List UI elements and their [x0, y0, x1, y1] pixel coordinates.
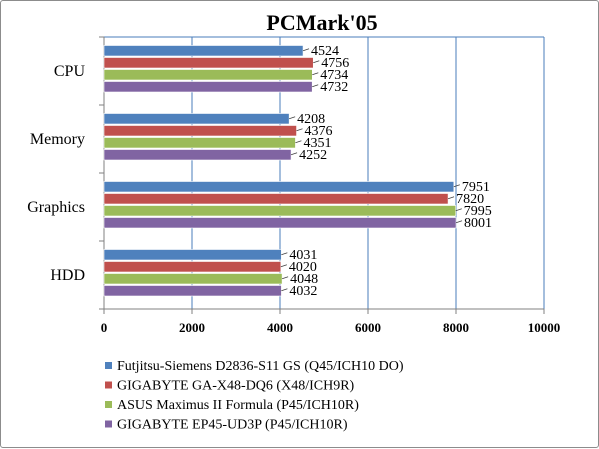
- legend-swatch: [105, 401, 112, 408]
- category-label: HDD: [50, 267, 85, 284]
- data-label: 4732: [320, 80, 348, 95]
- chart-title: PCMark'05: [266, 10, 377, 35]
- bar: [103, 205, 457, 217]
- legend: Futjitsu-Siemens D2836-S11 GS (Q45/ICH10…: [105, 359, 404, 433]
- x-tick-label: 6000: [355, 320, 381, 335]
- data-label: 4048: [290, 272, 318, 287]
- data-label: 4351: [303, 136, 331, 151]
- x-tick-label: 8000: [443, 320, 469, 335]
- data-label: 4032: [289, 284, 317, 299]
- data-label-leader: [455, 208, 462, 212]
- bar: [103, 261, 282, 273]
- bar: [103, 137, 296, 149]
- bar: [103, 125, 297, 137]
- data-label-leader: [296, 128, 303, 132]
- legend-label: GIGABYTE EP45-UD3P (P45/ICH10R): [117, 418, 348, 433]
- bar: [103, 181, 455, 193]
- data-label: 4020: [289, 260, 317, 275]
- data-label-leader: [290, 152, 298, 156]
- x-tick-label: 4000: [267, 320, 293, 335]
- data-label-leader: [447, 196, 455, 200]
- legend-label: GIGABYTE GA-X48-DQ6 (X48/ICH9R): [117, 379, 355, 394]
- plot-area: 0 2000 4000 6000 8000 10000 CPU Memory Graphics H…: [27, 36, 561, 335]
- legend-swatch: [105, 362, 112, 369]
- legend-swatch: [105, 381, 112, 389]
- bar: [103, 249, 282, 261]
- data-label-leader: [281, 288, 288, 292]
- category-label: Graphics: [27, 199, 85, 216]
- data-label-leader: [280, 264, 288, 268]
- category-label: Memory: [30, 131, 85, 148]
- data-label: 4734: [320, 68, 348, 83]
- bar: [103, 217, 457, 229]
- data-label-leader: [289, 116, 296, 120]
- data-label-leader: [312, 84, 319, 88]
- data-label: 7820: [456, 192, 484, 207]
- data-label: 7951: [462, 180, 490, 195]
- data-label-leader: [453, 184, 460, 188]
- bar: [103, 113, 290, 125]
- data-label-leader: [312, 72, 319, 76]
- data-label: 4376: [305, 124, 333, 139]
- data-label-leader: [281, 252, 288, 256]
- bar: [103, 149, 292, 161]
- data-label: 8001: [464, 216, 492, 231]
- bar: [103, 193, 449, 205]
- bar: [103, 45, 304, 57]
- bar: [103, 69, 313, 81]
- x-tick-label: 0: [101, 320, 108, 335]
- data-label: 4524: [311, 44, 339, 59]
- bar: [103, 57, 314, 69]
- bar: [103, 285, 282, 297]
- category-label: CPU: [54, 63, 86, 80]
- data-label: 4031: [289, 248, 317, 263]
- data-label: 4756: [321, 56, 349, 71]
- x-tick-label: 2000: [179, 320, 205, 335]
- bar: [103, 273, 283, 285]
- bar: [103, 81, 313, 93]
- x-tick-label: 10000: [528, 320, 561, 335]
- legend-label: Futjitsu-Siemens D2836-S11 GS (Q45/ICH10…: [117, 359, 404, 374]
- data-label-leader: [455, 220, 463, 224]
- data-label-leader: [302, 48, 310, 52]
- data-label-leader: [313, 60, 320, 64]
- data-label: 4208: [297, 112, 325, 127]
- data-label: 4252: [299, 148, 327, 163]
- data-label-leader: [295, 140, 302, 144]
- legend-label: ASUS Maximus II Formula (P45/ICH10R): [117, 398, 359, 413]
- data-label-leader: [281, 276, 289, 280]
- data-label: 7995: [464, 204, 492, 219]
- legend-swatch: [105, 420, 112, 428]
